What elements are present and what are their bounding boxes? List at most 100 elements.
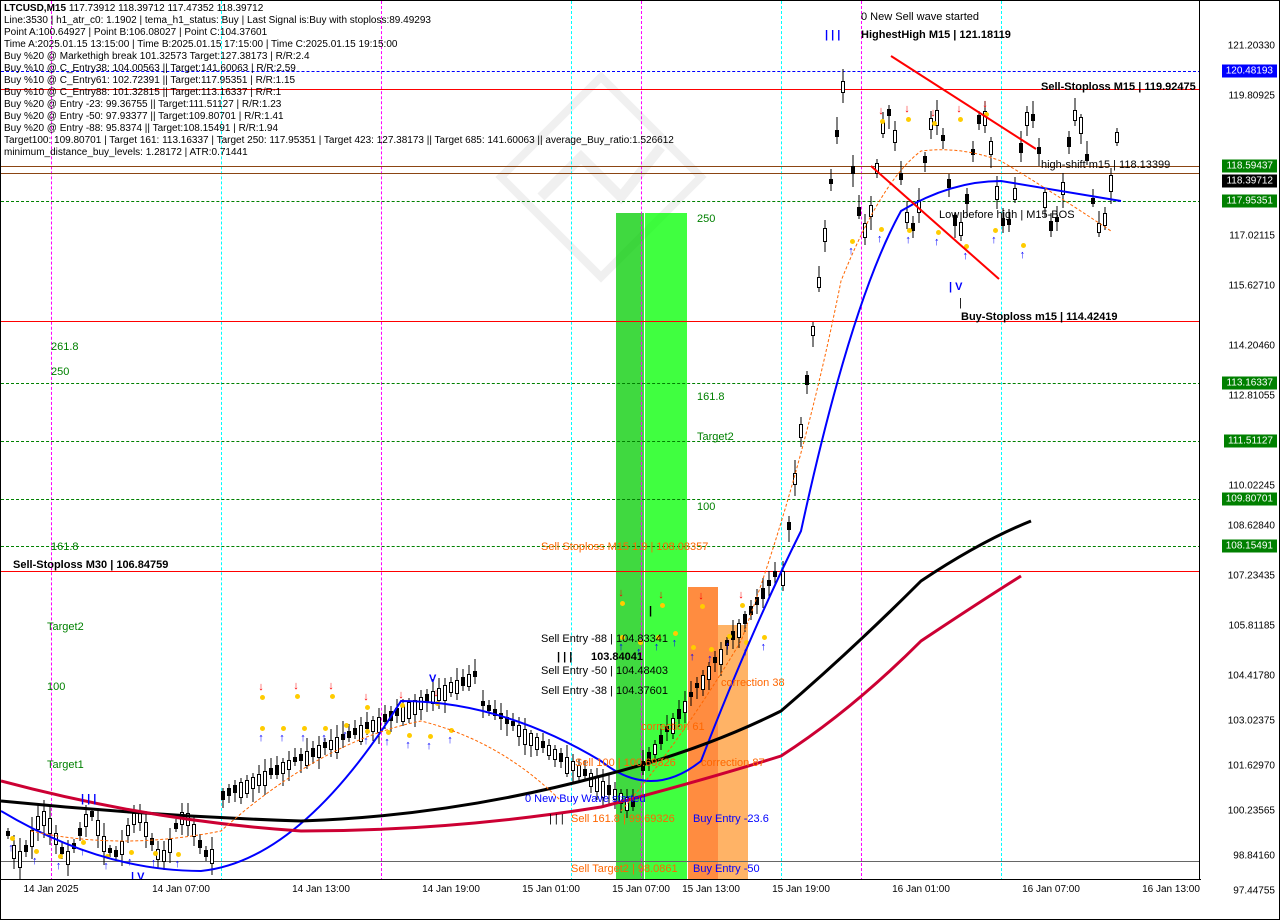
chart-annotation: 103.84041 [591, 651, 643, 663]
signal-dot-icon [176, 852, 181, 857]
y-tick-label: 97.44755 [1233, 886, 1275, 897]
chart-annotation: | V [949, 281, 962, 293]
x-tick-label: 16 Jan 07:00 [1022, 884, 1080, 895]
signal-dot-icon [964, 244, 969, 249]
signal-dot-icon [660, 603, 665, 608]
chart-annotation: 0 New Sell wave started [861, 11, 979, 23]
buy-arrow-icon: ↑ [743, 646, 749, 658]
buy-arrow-icon: ↑ [8, 842, 14, 854]
info-line: Buy %20 @ Entry -23: 99.36755 || Target:… [4, 99, 281, 110]
price-label: 108.15491 [1222, 540, 1277, 553]
price-label: 113.16337 [1222, 377, 1277, 390]
chart-annotation: 161.8 [51, 541, 79, 553]
chart-annotation: V [429, 673, 436, 685]
price-zone [688, 587, 718, 881]
sell-arrow-icon: ↓ [698, 590, 704, 602]
buy-arrow-icon: ↑ [447, 734, 453, 746]
info-line: Buy %10 @ C_Entry38: 104.00563 || Target… [4, 63, 296, 74]
buy-arrow-icon: ↑ [725, 640, 731, 652]
signal-dot-icon [260, 695, 265, 700]
signal-dot-icon [879, 227, 884, 232]
sell-arrow-icon: ↓ [956, 103, 962, 115]
buy-arrow-icon: ↑ [363, 735, 369, 747]
chart-plot-area[interactable]: ↑↑↑↑↑↑↑↑↑↑↑↑↑↑↑↑↑↑↓↓↓↓↓↓↑↑↑↑↑↑↑↑↑↓↓↓↓↑↑↑… [1, 1, 1201, 881]
ma-curve-orange_dot2 [31, 721, 561, 841]
sell-arrow-icon: ↓ [363, 691, 369, 703]
x-tick-label: 15 Jan 01:00 [522, 884, 580, 895]
buy-arrow-icon: ↑ [342, 729, 348, 741]
signal-dot-icon [129, 850, 134, 855]
chart-annotation: | | | [825, 29, 840, 41]
sell-arrow-icon: ↓ [433, 687, 439, 699]
horizontal-line [1, 861, 1201, 862]
sell-arrow-icon: ↓ [738, 589, 744, 601]
buy-arrow-icon: ↑ [405, 739, 411, 751]
y-tick-label: 110.02245 [1228, 481, 1275, 492]
buy-arrow-icon: ↑ [279, 732, 285, 744]
sell-arrow-icon: ↓ [878, 105, 884, 117]
info-line: Buy %20 @ Entry -88: 95.8374 || Target:1… [4, 123, 278, 134]
ma-curve-red_ma [1, 576, 1021, 831]
chart-annotation: Sell 100 | 100.69326 [575, 757, 676, 769]
info-line: Target100: 109.80701 | Target 161: 113.1… [4, 135, 674, 146]
info-line: Buy %10 @ C_Entry61: 102.72391 || Target… [4, 75, 295, 86]
buy-arrow-icon: ↑ [384, 736, 390, 748]
sell-arrow-icon: ↓ [398, 689, 404, 701]
y-tick-label: 121.20330 [1228, 41, 1275, 52]
chart-annotation: Target1 [47, 759, 84, 771]
sell-arrow-icon: ↓ [258, 681, 264, 693]
y-tick-label: 103.02375 [1228, 716, 1275, 727]
y-axis: 121.20330119.80925117.02115115.62710114.… [1199, 1, 1279, 881]
horizontal-line [1, 571, 1201, 572]
chart-annotation: correction 38 [721, 677, 785, 689]
signal-dot-icon [281, 726, 286, 731]
y-tick-label: 108.62840 [1228, 521, 1275, 532]
signal-dot-icon [740, 603, 745, 608]
chart-annotation: Buy-Stoploss m15 | 114.42419 [961, 311, 1118, 323]
y-tick-label: 117.02115 [1229, 231, 1275, 242]
buy-arrow-icon: ↑ [848, 245, 854, 257]
buy-arrow-icon: ↑ [905, 234, 911, 246]
info-line: Time A:2025.01.15 13:15:00 | Time B:2025… [4, 39, 397, 50]
sell-arrow-icon: ↓ [618, 587, 624, 599]
x-tick-label: 15 Jan 13:00 [682, 884, 740, 895]
price-label: 118.39712 [1222, 175, 1277, 188]
chart-container: ↑↑↑↑↑↑↑↑↑↑↑↑↑↑↑↑↑↑↓↓↓↓↓↓↑↑↑↑↑↑↑↑↑↓↓↓↓↑↑↑… [0, 0, 1280, 920]
y-tick-label: 98.84160 [1233, 851, 1275, 862]
signal-dot-icon [10, 836, 15, 841]
buy-arrow-icon: ↑ [760, 641, 766, 653]
chart-annotation: Sell Target2 | 98.0861 [571, 863, 678, 875]
buy-arrow-icon: ↑ [991, 234, 997, 246]
signal-dot-icon [958, 117, 963, 122]
sell-arrow-icon: ↓ [293, 680, 299, 692]
chart-annotation: | [649, 605, 652, 617]
signal-dot-icon [365, 729, 370, 734]
signal-dot-icon [260, 726, 265, 731]
signal-dot-icon [81, 840, 86, 845]
buy-arrow-icon: ↑ [175, 858, 181, 870]
horizontal-line [1, 166, 1201, 167]
buy-arrow-icon: ↑ [258, 732, 264, 744]
signal-dot-icon [984, 112, 989, 117]
signal-dot-icon [449, 728, 454, 733]
chart-annotation: Sell 161.8 | 99.69326 [571, 813, 675, 825]
signal-dot-icon [850, 239, 855, 244]
signal-dot-icon [407, 733, 412, 738]
signal-dot-icon [344, 723, 349, 728]
chart-annotation: 261.8 [51, 341, 79, 353]
signal-dot-icon [400, 703, 405, 708]
buy-arrow-icon: ↑ [689, 651, 695, 663]
buy-arrow-icon: ↑ [934, 236, 940, 248]
signal-dot-icon [932, 121, 937, 126]
sell-arrow-icon: ↓ [930, 107, 936, 119]
chart-annotation: 161.8 [697, 391, 725, 403]
info-line: Buy %20 @ Markethigh break 101.32573 Tar… [4, 51, 310, 62]
chart-annotation: Sell Entry -38 | 104.37601 [541, 685, 668, 697]
chart-annotation: Sell Entry -88 | 104.83341 [541, 633, 668, 645]
chart-annotation: Sell Stoploss M15 1.9 | 108.08357 [541, 541, 708, 553]
signal-dot-icon [1021, 243, 1026, 248]
y-tick-label: 112.81055 [1228, 391, 1275, 402]
buy-arrow-icon: ↑ [32, 855, 38, 867]
x-tick-label: 16 Jan 01:00 [892, 884, 950, 895]
chart-title: LTCUSD,M15 117.73912 118.39712 117.47352… [4, 3, 263, 14]
